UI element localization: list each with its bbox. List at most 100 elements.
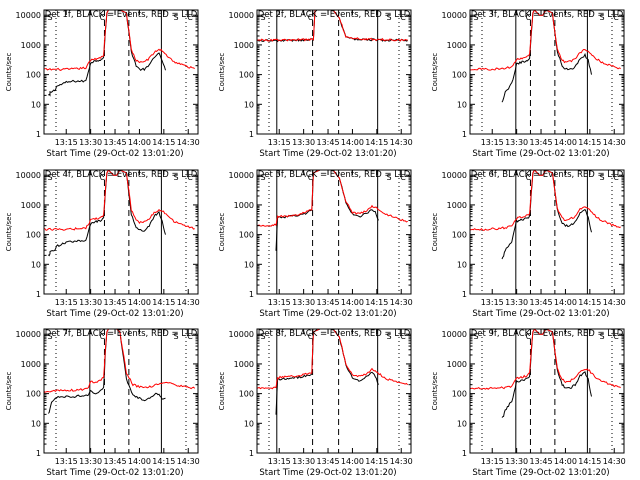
lld-series-line — [470, 170, 621, 231]
attenuator-state-marker: S — [599, 173, 604, 182]
x-axis-label: Start Time (29-Oct-02 13:01:20) — [259, 468, 396, 478]
plot-frame — [256, 328, 412, 454]
y-tick-label: 100 — [239, 231, 254, 240]
y-tick-label: 10000 — [442, 11, 467, 20]
y-tick-label: 10 — [31, 260, 41, 269]
x-tick-label: 13:15 — [55, 138, 78, 147]
lld-series-line — [44, 329, 196, 393]
x-tick-label: 13:30 — [292, 457, 315, 466]
detector-panel: 1 10 100 1000 10000 13:15 13:30 13:45 14:00 14:15… — [5, 9, 200, 159]
attenuator-state-marker: C — [613, 13, 619, 22]
attenuator-state-marker: C — [400, 13, 406, 22]
attenuator-state-marker: S — [47, 13, 52, 22]
attenuator-state-marker: C — [100, 13, 106, 22]
y-axis-label: Counts/sec — [5, 213, 13, 252]
x-axis-label: Start Time (29-Oct-02 13:01:20) — [46, 149, 183, 159]
y-tick-label: 100 — [239, 71, 254, 80]
attenuator-state-marker: C — [187, 173, 193, 182]
attenuator-state-marker: S — [47, 173, 52, 182]
x-axis-label: Start Time (29-Oct-02 13:01:20) — [46, 309, 183, 319]
plot-frame — [43, 169, 199, 295]
detector-panel: 1 10 100 1000 10000 13:15 13:30 13:45 14:00 14:15… — [431, 9, 626, 159]
y-tick-label: 1000 — [21, 41, 41, 50]
x-tick-label: 14:00 — [554, 457, 577, 466]
y-axis-label: Counts/sec — [218, 372, 226, 411]
panel-title: Det 1f, BLACK = Events, RED = LLD — [45, 10, 198, 20]
events-series-line — [275, 170, 379, 251]
y-tick-label: 100 — [26, 71, 41, 80]
lld-series-line — [257, 329, 409, 390]
panel-title: Det 4f, BLACK = Events, RED = LLD — [45, 170, 198, 180]
attenuator-state-marker: S — [386, 173, 391, 182]
y-axis-label: Counts/sec — [218, 53, 226, 92]
x-tick-label: 14:30 — [603, 457, 626, 466]
attenuator-state-marker: S — [473, 332, 478, 341]
attenuator-state-marker: S — [260, 332, 265, 341]
y-tick-label: 10000 — [442, 171, 467, 180]
x-tick-label: 14:00 — [128, 298, 151, 307]
detector-panel: 1 10 100 1000 10000 13:15 13:30 13:45 14:00 14:15… — [218, 169, 413, 319]
x-tick-label: 14:00 — [128, 457, 151, 466]
attenuator-state-marker: C — [100, 173, 106, 182]
attenuator-state-marker: C — [187, 13, 193, 22]
x-tick-label: 13:15 — [55, 298, 78, 307]
x-tick-label: 13:15 — [268, 138, 291, 147]
attenuator-state-marker: C — [400, 332, 406, 341]
panel-title: Det 2f, BLACK = Events, RED = LLD — [258, 10, 411, 20]
detector-panel: 1 10 100 1000 10000 13:15 13:30 13:45 14:00 14:15… — [431, 169, 626, 319]
x-tick-label: 14:00 — [341, 457, 364, 466]
y-tick-label: 10000 — [16, 171, 41, 180]
x-tick-label: 14:00 — [128, 138, 151, 147]
events-series-line — [47, 170, 166, 257]
detector-panel: 1 10 100 1000 10000 13:15 13:30 13:45 14:00 14:15… — [5, 169, 200, 319]
attenuator-state-marker: C — [400, 173, 406, 182]
x-tick-label: 14:30 — [603, 138, 626, 147]
y-tick-label: 10 — [244, 419, 254, 428]
y-tick-label: 1000 — [21, 201, 41, 210]
attenuator-state-marker: S — [47, 332, 52, 341]
y-tick-label: 1000 — [234, 41, 254, 50]
y-axis-label: Counts/sec — [5, 372, 13, 411]
attenuator-state-marker: C — [526, 173, 532, 182]
panel-title: Det 7f, BLACK = Events, RED = LLD — [45, 329, 198, 339]
y-tick-label: 100 — [26, 390, 41, 399]
y-tick-label: 10 — [457, 100, 467, 109]
x-tick-label: 13:45 — [104, 298, 127, 307]
plot-frame — [256, 169, 412, 295]
x-tick-label: 13:30 — [505, 298, 528, 307]
x-tick-label: 13:15 — [481, 298, 504, 307]
x-tick-label: 14:00 — [554, 298, 577, 307]
plot-frame — [43, 328, 199, 454]
y-tick-label: 1000 — [447, 360, 467, 369]
y-axis-label: Counts/sec — [5, 53, 13, 92]
x-axis-label: Start Time (29-Oct-02 13:01:20) — [259, 149, 396, 159]
x-tick-label: 14:15 — [152, 138, 175, 147]
x-tick-label: 14:00 — [341, 298, 364, 307]
panel-title: Det 3f, BLACK = Events, RED = LLD — [471, 10, 624, 20]
x-tick-label: 13:30 — [505, 457, 528, 466]
x-tick-label: 13:15 — [55, 457, 78, 466]
y-tick-label: 1000 — [447, 201, 467, 210]
plot-frame — [469, 328, 625, 454]
x-tick-label: 13:45 — [530, 298, 553, 307]
y-tick-label: 10 — [31, 419, 41, 428]
y-tick-label: 1 — [249, 449, 254, 458]
y-tick-label: 1 — [249, 130, 254, 139]
attenuator-state-marker: C — [100, 332, 106, 341]
y-tick-label: 1 — [36, 449, 41, 458]
x-tick-label: 13:45 — [530, 138, 553, 147]
plot-frame — [469, 169, 625, 295]
attenuator-state-marker: C — [308, 332, 314, 341]
attenuator-state-marker: C — [526, 332, 532, 341]
x-tick-label: 14:30 — [390, 298, 413, 307]
y-tick-label: 1 — [36, 290, 41, 299]
events-series-line — [47, 10, 166, 97]
lld-series-line — [470, 10, 621, 71]
x-tick-label: 14:15 — [365, 138, 388, 147]
y-tick-label: 10 — [244, 100, 254, 109]
x-axis-label: Start Time (29-Oct-02 13:01:20) — [259, 309, 396, 319]
detector-panel: 1 10 100 1000 10000 13:15 13:30 13:45 14:00 14:15… — [5, 328, 200, 478]
x-tick-label: 13:30 — [505, 138, 528, 147]
detector-panel: 1 10 100 1000 10000 13:15 13:30 13:45 14:00 14:15… — [218, 328, 413, 478]
x-tick-label: 13:45 — [104, 138, 127, 147]
